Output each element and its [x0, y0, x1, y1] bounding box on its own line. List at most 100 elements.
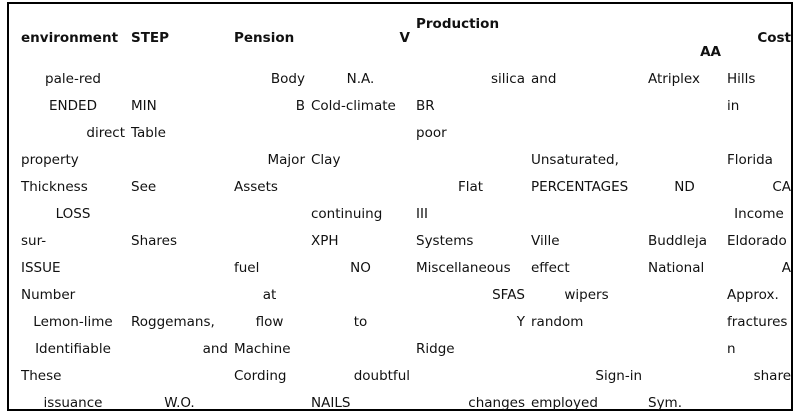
table-cell: Sym. — [648, 395, 683, 411]
table-cell: Florida — [727, 152, 773, 168]
table-cell — [413, 147, 528, 174]
table-cell: Number — [21, 287, 76, 303]
table-cell: fuel — [234, 260, 260, 276]
table-cell — [645, 147, 724, 174]
table-cell: Systems — [416, 233, 474, 249]
table-row: These Cording doubtful Sign-in share — [18, 363, 794, 390]
table-cell: BR — [416, 98, 435, 114]
table-cell: III — [416, 206, 428, 222]
table-cell — [528, 93, 645, 120]
table-row: property Major Clay Unsaturated, Florida — [18, 147, 794, 174]
table-cell — [308, 282, 413, 309]
column-header: Pension — [231, 8, 308, 66]
table-cell: flow — [255, 314, 284, 330]
table-cell — [128, 147, 231, 174]
table-cell: Body — [270, 71, 305, 87]
table-cell — [128, 255, 231, 282]
table-cell: Cording — [234, 368, 287, 384]
table-cell: NO — [350, 260, 371, 276]
table-cell — [645, 336, 724, 363]
table-cell: n — [727, 341, 736, 357]
table-cell — [231, 120, 308, 147]
table-cell — [231, 228, 308, 255]
table-cell — [413, 363, 528, 390]
table-cell: National — [648, 260, 705, 276]
table-cell: NAILS — [311, 395, 351, 411]
table-cell: Sign-in — [595, 368, 642, 384]
table-cell: issuance — [43, 395, 103, 411]
table-cell: W.O. — [164, 395, 195, 411]
table-cell — [308, 336, 413, 363]
table-cell: ENDED — [49, 98, 97, 114]
table-row: pale-red Body N.A. silica and Atriplex Hills — [18, 66, 794, 93]
table-cell — [724, 120, 794, 147]
table-cell — [231, 390, 308, 417]
column-header-label: V — [399, 30, 410, 46]
table-cell — [724, 390, 794, 417]
table-cell: and — [531, 71, 557, 87]
table-cell: Ville — [531, 233, 560, 249]
table-cell: Identifiable — [35, 341, 111, 357]
table-cell — [645, 93, 724, 120]
table-cell: MIN — [131, 98, 157, 114]
table-cell: Buddleja — [648, 233, 708, 249]
table-cell: Table — [131, 125, 166, 141]
table-cell: at — [262, 287, 277, 303]
table-cell — [645, 309, 724, 336]
column-header-label: Cost — [757, 30, 791, 46]
table-cell: Machine — [234, 341, 291, 357]
table-cell: pale-red — [45, 71, 101, 87]
column-header — [528, 8, 645, 66]
table-cell: Income — [734, 206, 784, 222]
table-cell — [308, 120, 413, 147]
table-cell: random — [531, 314, 584, 330]
table-cell: Eldorado — [727, 233, 787, 249]
table-cell: Shares — [131, 233, 177, 249]
table-row: LOSS continuing III Income — [18, 201, 794, 228]
column-header-label: Production — [416, 16, 500, 32]
table-cell — [128, 363, 231, 390]
table-cell: Ridge — [416, 341, 455, 357]
column-header: Cost — [724, 8, 794, 66]
table-cell: silica — [491, 71, 525, 87]
table-cell — [231, 201, 308, 228]
table-cell: effect — [531, 260, 570, 276]
table-cell: Y — [516, 314, 525, 330]
table-row: Identifiable and Machine Ridge n — [18, 336, 794, 363]
table-cell: Unsaturated, — [531, 152, 619, 168]
table-cell: Thickness — [21, 179, 88, 195]
table-row: Number at SFAS wipers Approx. — [18, 282, 794, 309]
table-cell: Assets — [234, 179, 278, 195]
table-row: sur- Shares XPH Systems Ville Buddleja Eldorad… — [18, 228, 794, 255]
table-cell — [128, 66, 231, 93]
table-row: ENDED MIN B Cold-climate BR in — [18, 93, 794, 120]
column-header-label: environment — [21, 30, 119, 46]
table-row: Thickness See Assets Flat PERCENTAGES ND CA — [18, 174, 794, 201]
table-cell: Approx. — [727, 287, 779, 303]
column-header-label: STEP — [131, 30, 170, 46]
table-cell — [645, 282, 724, 309]
column-header-label: Pension — [234, 30, 295, 46]
table-cell — [128, 282, 231, 309]
table-cell: continuing — [311, 206, 383, 222]
table-cell: A — [781, 260, 791, 276]
table-cell: ISSUE — [21, 260, 61, 276]
table-cell: and — [202, 341, 228, 357]
table-cell: Cold-climate — [311, 98, 396, 114]
table-cell — [128, 201, 231, 228]
table-cell — [528, 120, 645, 147]
table-cell: See — [131, 179, 157, 195]
table-cell: doubtful — [353, 368, 410, 384]
header-row: environment STEP Pension V Production AA Cost — [18, 8, 794, 66]
table-cell: Major — [267, 152, 305, 168]
table-cell: sur- — [21, 233, 47, 249]
table-cell: Miscellaneous — [416, 260, 511, 276]
table-cell: property — [21, 152, 79, 168]
column-header-label: AA — [700, 44, 721, 60]
column-header: STEP — [128, 8, 231, 66]
table-frame: environment STEP Pension V Production AA Cost … — [7, 2, 793, 411]
table-cell: fractures — [727, 314, 788, 330]
table-cell — [645, 201, 724, 228]
data-table: environment STEP Pension V Production AA Cost … — [18, 8, 794, 417]
table-cell: Flat — [457, 179, 484, 195]
